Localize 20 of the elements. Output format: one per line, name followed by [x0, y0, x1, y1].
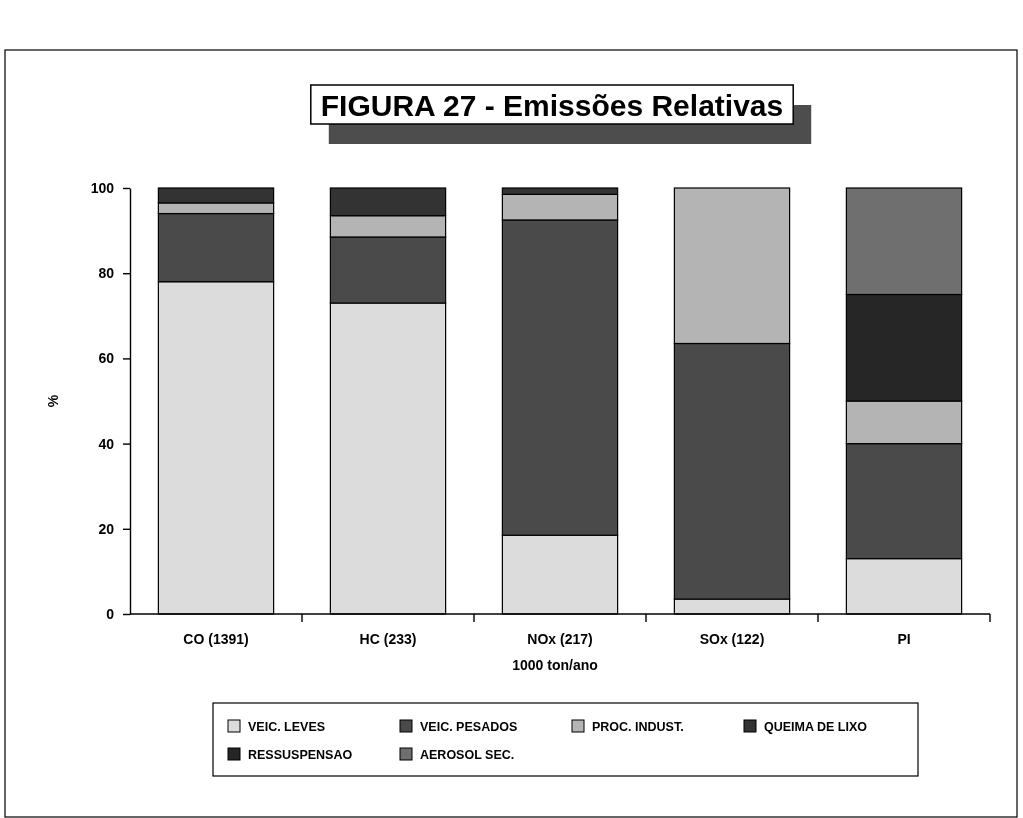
- y-tick-label: 20: [98, 520, 115, 537]
- y-tick-label: 80: [98, 265, 115, 282]
- x-tick-label: PI: [897, 630, 911, 647]
- chart-title: FIGURA 27 - Emissões Relativas: [320, 89, 784, 122]
- legend-label: QUEIMA DE LIXO: [764, 720, 868, 734]
- y-tick-label: 40: [98, 435, 115, 452]
- x-axis-title: 1000 ton/ano: [512, 657, 598, 673]
- legend-label: PROC. INDUST.: [592, 720, 684, 734]
- legend-label: AEROSOL SEC.: [420, 748, 515, 762]
- x-tick-label: HC (233): [359, 630, 417, 647]
- x-tick-label: SOx (122): [699, 630, 765, 647]
- y-tick-label: 100: [90, 179, 115, 196]
- x-tick-label: CO (1391): [183, 630, 249, 647]
- legend-label: VEIC. PESADOS: [420, 720, 518, 734]
- y-tick-label: 60: [98, 350, 115, 367]
- legend-label: RESSUSPENSAO: [248, 748, 353, 762]
- x-tick-label: NOx (217): [527, 630, 593, 647]
- y-tick-label: 0: [106, 605, 115, 622]
- legend-label: VEIC. LEVES: [248, 720, 326, 734]
- y-axis-title: %: [45, 394, 61, 408]
